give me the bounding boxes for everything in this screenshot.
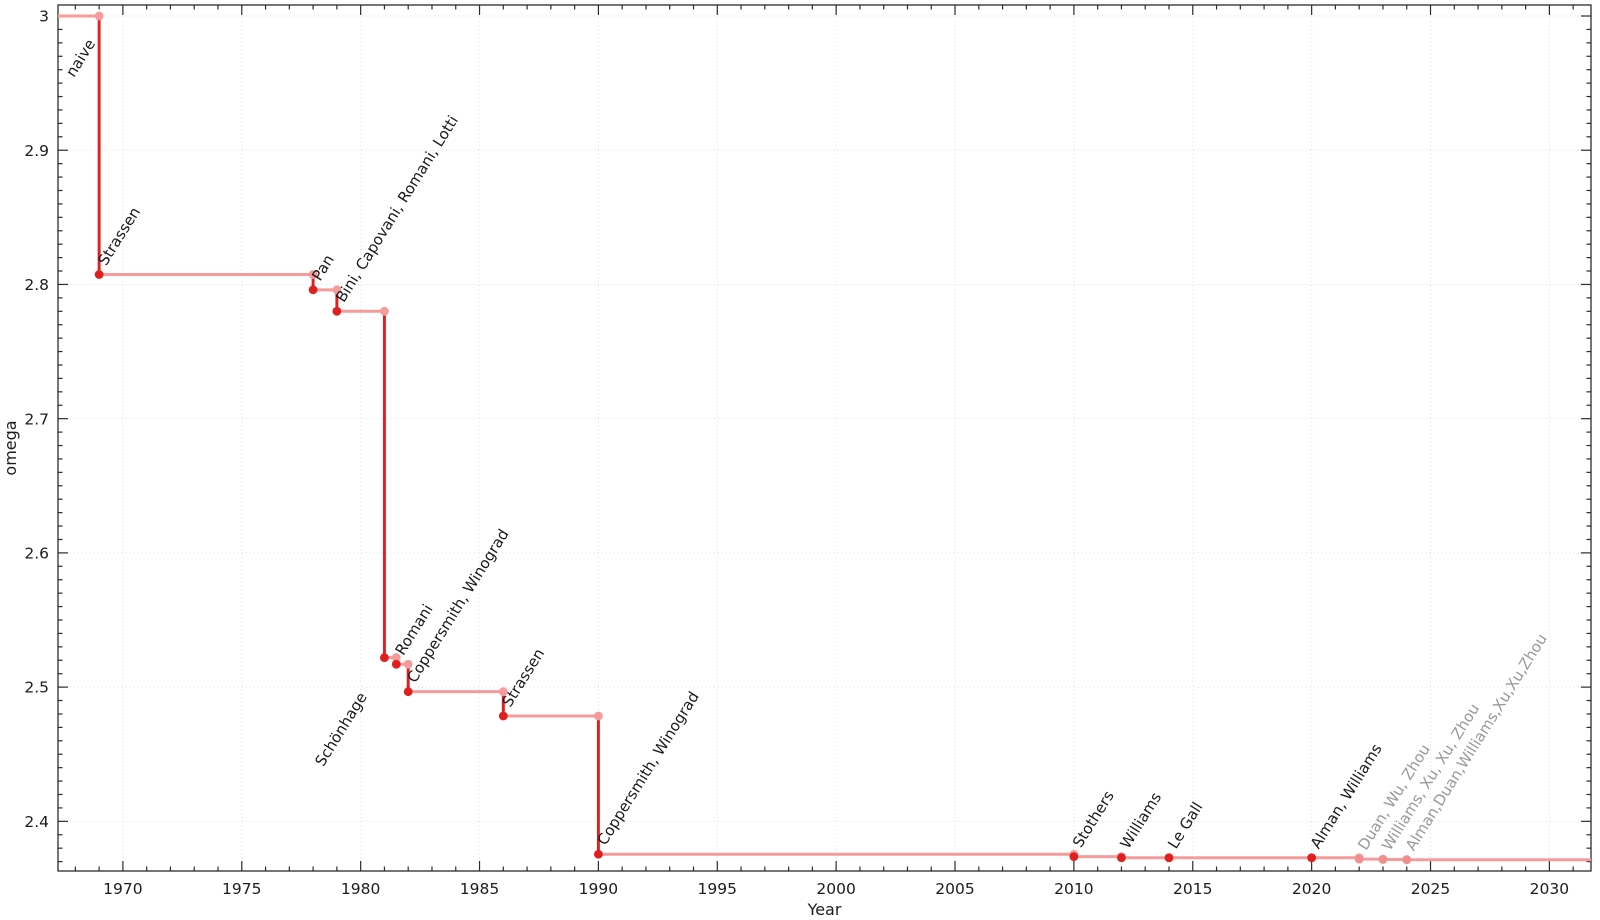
x-tick-label: 2025 (1411, 880, 1450, 898)
x-tick-label: 1995 (698, 880, 737, 898)
x-tick-label: 2015 (1173, 880, 1212, 898)
old-bound-marker (380, 306, 389, 316)
old-bound-marker (332, 285, 342, 295)
y-tick-label: 2.5 (24, 679, 49, 697)
record-point-marker (1354, 854, 1364, 864)
old-bound-marker (594, 711, 603, 721)
record-point-marker (498, 711, 508, 721)
y-axis-label: omega (1, 420, 20, 475)
x-tick-label: 1975 (222, 880, 261, 898)
record-point-marker (308, 285, 318, 295)
x-tick-label: 1970 (103, 880, 142, 898)
x-tick-label: 2005 (935, 880, 974, 898)
old-bound-marker (308, 270, 318, 279)
x-tick-label: 1990 (579, 880, 618, 898)
record-point-marker (403, 687, 413, 697)
record-point-marker (1117, 853, 1126, 863)
old-bound-marker (498, 687, 508, 697)
record-point-marker (1378, 855, 1388, 864)
y-tick-label: 2.7 (24, 410, 49, 428)
record-point-marker (332, 306, 342, 316)
y-tick-label: 2.6 (24, 544, 49, 562)
y-tick-label: 3 (39, 8, 49, 26)
record-point-marker (1307, 853, 1317, 863)
y-tick-label: 2.8 (24, 276, 49, 294)
record-point-marker (1164, 853, 1174, 863)
x-tick-label: 1985 (460, 880, 499, 898)
record-point-marker (94, 270, 104, 279)
x-tick-label: 2020 (1292, 880, 1331, 898)
y-tick-label: 2.4 (24, 813, 49, 831)
record-point-marker (391, 659, 401, 669)
x-tick-label: 2000 (816, 880, 855, 898)
record-point-marker (380, 653, 389, 662)
plot-frame (57, 4, 1592, 872)
record-point-marker (1069, 852, 1079, 862)
x-tick-label: 2010 (1054, 880, 1093, 898)
old-bound-marker (391, 653, 401, 662)
x-tick-label: 1980 (341, 880, 380, 898)
record-point-marker (1402, 855, 1412, 865)
x-tick-label: 2030 (1530, 880, 1569, 898)
y-tick-label: 2.9 (24, 142, 49, 160)
record-point-marker (594, 849, 603, 859)
x-axis-label: Year (807, 900, 842, 919)
old-bound-marker (403, 659, 413, 669)
old-bound-marker (94, 11, 104, 21)
